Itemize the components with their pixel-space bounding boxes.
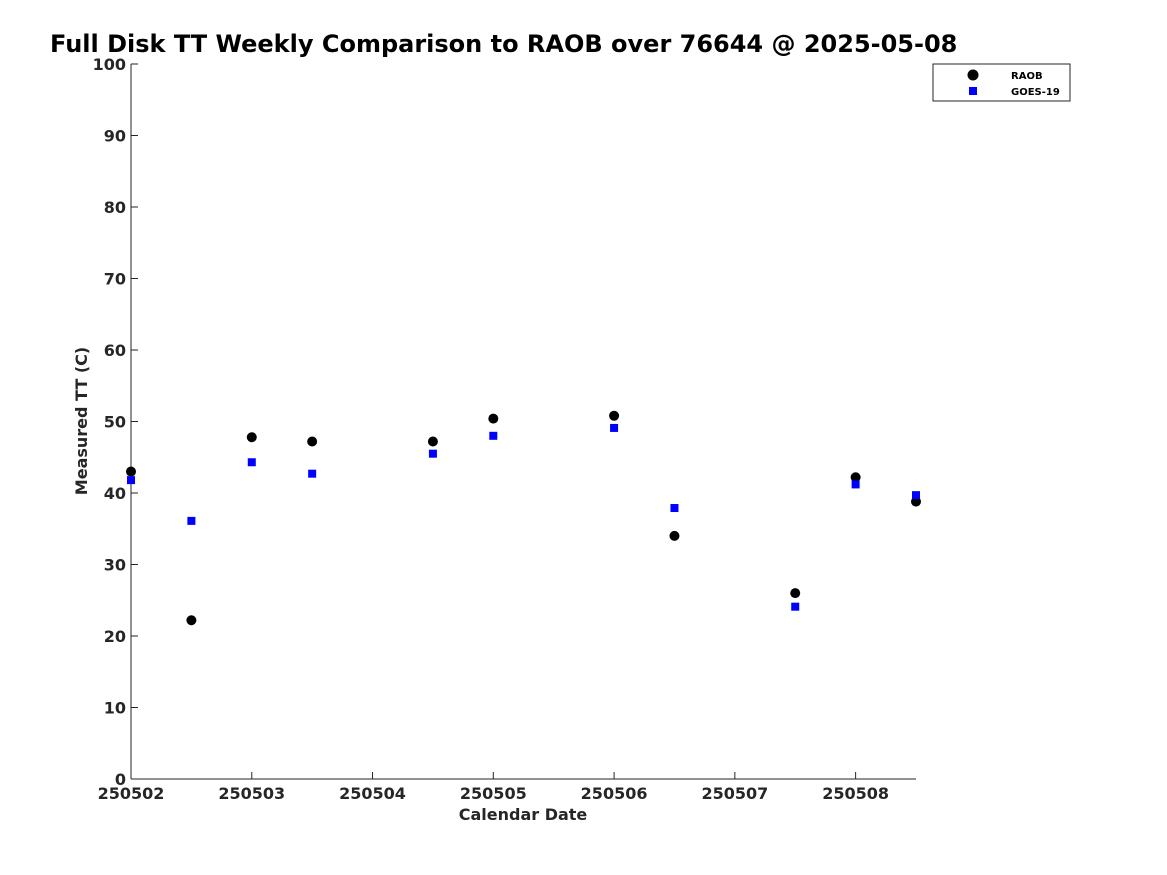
goes-19-point [610, 423, 619, 432]
legend-box [932, 63, 1071, 102]
goes-19-point [851, 480, 860, 489]
goes-19-point [670, 504, 679, 513]
y-tick-label: 70 [104, 270, 126, 289]
x-tick-label: 250506 [581, 784, 648, 803]
y-tick-label: 0 [115, 770, 126, 789]
goes-19-point [247, 458, 256, 467]
goes-19-point [428, 449, 437, 458]
x-tick-label: 250502 [98, 784, 165, 803]
y-tick-label: 100 [93, 55, 126, 74]
raob-point [307, 436, 318, 447]
legend-label-raob: RAOB [1011, 71, 1043, 82]
y-tick-label: 20 [104, 627, 126, 646]
raob-point [246, 432, 257, 443]
y-tick-label: 30 [104, 556, 126, 575]
x-tick-label: 250507 [701, 784, 768, 803]
data-points [126, 410, 921, 626]
x-axis-label: Calendar Date [459, 805, 588, 824]
goes-19-point [791, 602, 800, 611]
x-ticks: 250502 250503 250504 250505 250506 250507 2505… [98, 772, 889, 803]
legend-marker-goes [969, 87, 977, 95]
y-ticks: 0 10 20 30 40 50 60 70 80 90 100 [93, 55, 138, 789]
legend-marker-raob [967, 69, 979, 81]
raob-point [609, 410, 620, 421]
y-tick-label: 10 [104, 699, 126, 718]
x-tick-label: 250503 [218, 784, 285, 803]
raob-point [850, 472, 861, 483]
y-tick-label: 80 [104, 198, 126, 217]
chart-title: Full Disk TT Weekly Comparison to RAOB o… [50, 30, 957, 58]
goes-19-point [912, 491, 920, 500]
goes-19-point [187, 516, 196, 525]
legend-label-goes: GOES-19 [1011, 87, 1060, 98]
y-axis-label: Measured TT (C) [72, 347, 91, 495]
y-tick-label: 50 [104, 413, 126, 432]
goes-19-point [308, 469, 317, 478]
raob-point [126, 466, 136, 477]
goes-19-point [489, 431, 498, 440]
x-tick-label: 250504 [339, 784, 406, 803]
y-tick-label: 40 [104, 484, 126, 503]
goes-19-point [127, 476, 135, 485]
raob-point [790, 588, 801, 599]
raob-point [427, 436, 438, 447]
axes [130, 64, 916, 780]
raob-point [186, 615, 197, 626]
raob-point [488, 413, 499, 424]
raob-point [669, 530, 680, 541]
y-tick-label: 60 [104, 341, 126, 360]
legend: RAOB GOES-19 [932, 63, 1071, 102]
x-tick-label: 250505 [460, 784, 527, 803]
x-tick-label: 250508 [822, 784, 889, 803]
y-tick-label: 90 [104, 127, 126, 146]
